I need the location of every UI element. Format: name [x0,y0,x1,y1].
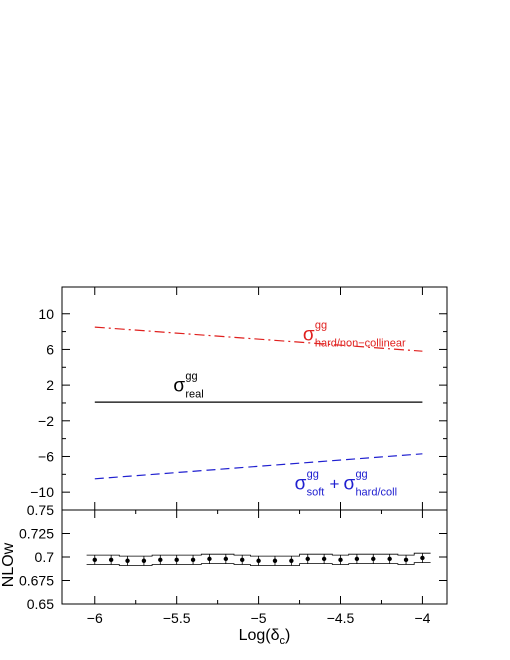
x-axis-label: Log(δc) [239,627,291,647]
data-point [403,557,409,563]
top-ytick-label: −6 [38,448,54,464]
data-point [387,556,392,562]
annotation-superscript: gg [307,468,319,480]
bottom-xtick-label: −4 [414,610,430,626]
bottom-ytick-label: 0.65 [27,596,54,612]
data-point [141,558,147,563]
bottom-ytick-label: 0.675 [19,573,54,589]
annotation-superscript: gg [185,370,197,382]
series-line-soft [94,453,423,480]
annotation-sigma: σ [343,473,355,494]
bottom-panel: 0.75 0.725 0.7 0.675 0.65 −6 −5.5 −5 −4.5 −4 NLOw L… [0,502,448,647]
bottom-xtick-label: −4.5 [327,610,355,626]
annotation-subscript: soft [307,486,325,498]
annotation-plus: + [329,474,339,493]
top-ytick-label: 10 [38,306,54,322]
annotation-subscript: hard/non−collinear [315,338,406,350]
series-line-hard [94,326,423,352]
data-point [338,557,343,563]
annotation-subscript: real [185,388,203,400]
data-point [321,556,327,562]
bottom-xtick-label: −5.5 [163,610,191,626]
data-point [174,557,179,563]
top-ytick-label: −2 [38,413,54,429]
data-point [272,558,278,563]
data-point [240,557,245,563]
data-point [125,558,130,563]
top-ytick-label: 2 [46,377,54,393]
annotation-subscript: hard/coll [355,486,397,498]
bottom-ytick-label: 0.725 [19,526,54,542]
data-point [354,556,360,562]
data-point [158,557,163,563]
top-ytick-label: −10 [30,484,54,500]
data-point [256,558,261,563]
bottom-xtick-label: −6 [87,610,103,626]
data-point [190,557,196,563]
annotation-real: σ gg real [173,370,203,400]
annotation-superscript: gg [355,468,367,480]
annotation-superscript: gg [315,320,327,332]
data-point [305,556,310,562]
data-point [108,557,114,563]
data-point [207,556,212,562]
data-point [223,556,229,562]
error-band-lower [86,562,431,566]
data-point [289,558,294,563]
y-axis-label: NLOw [0,542,17,587]
data-point [92,557,97,563]
annotation-hard: σ gg hard/non−collinear [303,320,406,350]
bottom-xtick-label: −5 [251,610,267,626]
bottom-ytick-label: 0.75 [27,502,54,518]
annotation-sigma: σ [173,375,185,396]
data-point [420,555,425,561]
bottom-ytick-label: 0.7 [35,549,55,565]
data-point [371,556,376,562]
error-band-upper [86,552,431,557]
annotation-sigma: σ [303,325,315,346]
annotation-sigma: σ [295,473,307,494]
top-plot-frame [61,286,448,511]
top-ytick-label: 6 [46,341,54,357]
